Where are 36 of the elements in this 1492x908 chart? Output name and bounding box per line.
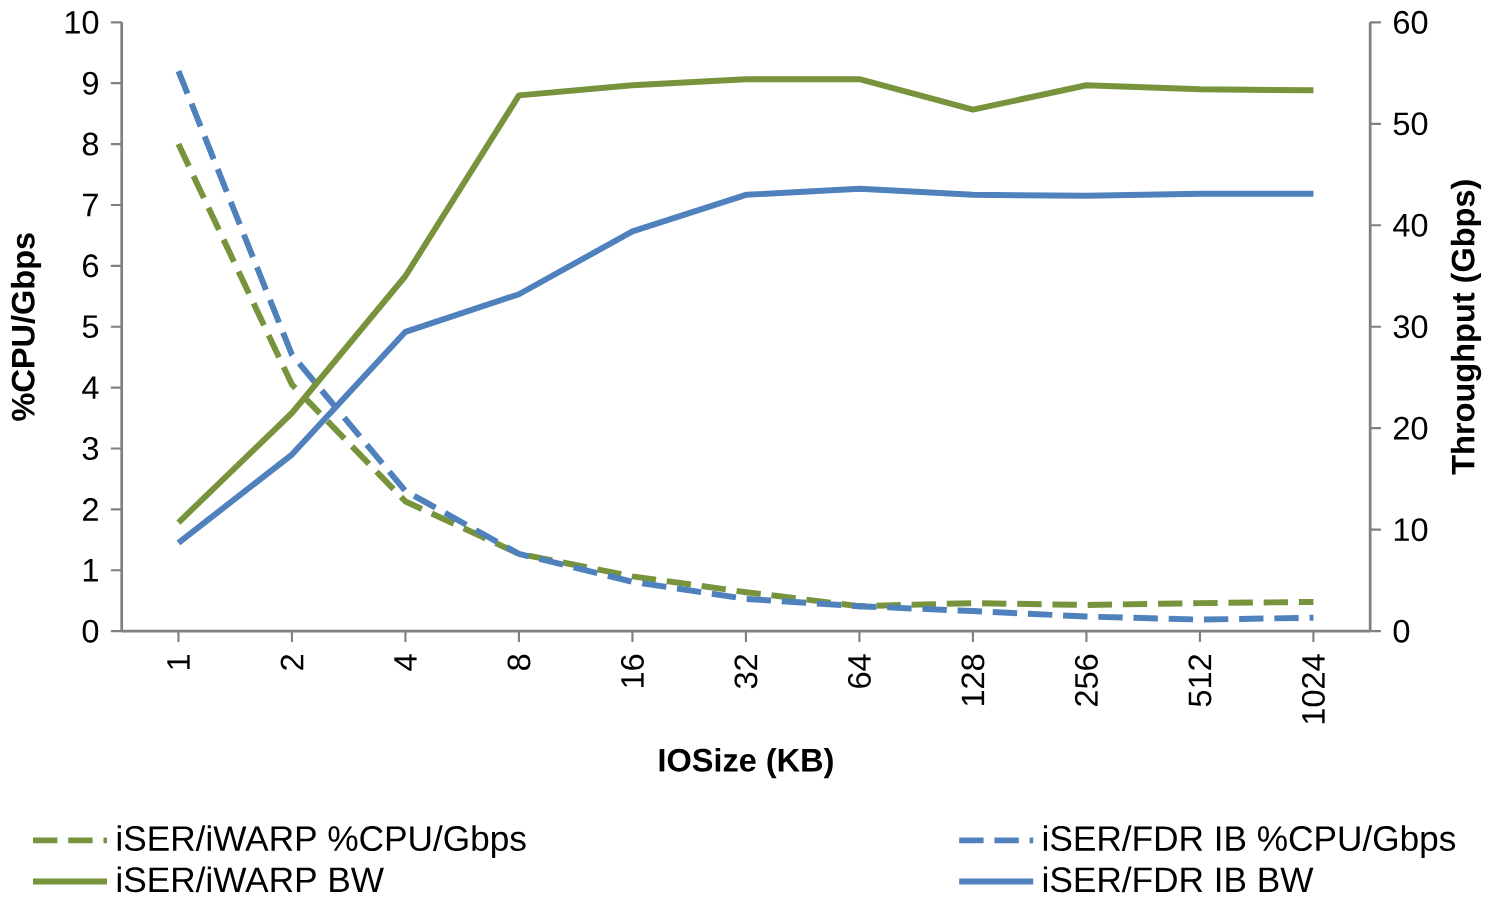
legend-label: iSER/iWARP %CPU/Gbps [117,825,526,859]
y-tick-label: 2 [83,498,98,521]
y2-tick-label: 50 [1393,112,1428,136]
y-axis-title: %CPU/Gbps [10,233,42,421]
x-tick-label: 64 [847,654,871,689]
legend-label: iSER/FDR IB BW [1043,866,1314,893]
y-tick-label: 5 [82,315,99,339]
x-tick-label: 16 [620,654,644,688]
x-tick-label: 32 [734,655,758,689]
y2-tick-label: 30 [1393,315,1428,339]
x-tick-label: 128 [961,654,985,706]
legend-label: iSER/FDR IB %CPU/Gbps [1043,825,1456,859]
x-tick-label: 4 [394,654,417,671]
y-tick-label: 7 [83,193,98,217]
x-tick-label: 1024 [1301,654,1325,724]
y2-tick-label: 40 [1393,213,1428,237]
y-tick-label: 3 [82,437,99,461]
y2-tick-label: 60 [1394,11,1428,35]
y2-tick-label: 0 [1393,619,1410,643]
y2-tick-label: 20 [1394,416,1428,440]
y-tick-label: 9 [82,71,98,95]
x-tick-label: 2 [280,655,304,670]
y-tick-label: 6 [83,254,99,278]
y-tick-label: 8 [82,132,99,156]
y2-axis-title: Throughput (Gbps) [1450,180,1482,475]
x-tick-label: 512 [1188,655,1212,707]
legend-label: iSER/iWARP BW [117,866,384,893]
y-tick-label: 4 [82,376,99,399]
x-tick-label: 1 [167,655,190,670]
y-tick-label: 1 [83,559,98,582]
x-tick-label: 256 [1074,654,1098,707]
y-tick-label: 10 [65,11,99,34]
y2-tick-label: 10 [1394,518,1428,542]
y-tick-label: 0 [82,619,99,643]
x-axis-title: IOSize (KB) [659,748,833,779]
x-tick-label: 8 [507,654,531,671]
